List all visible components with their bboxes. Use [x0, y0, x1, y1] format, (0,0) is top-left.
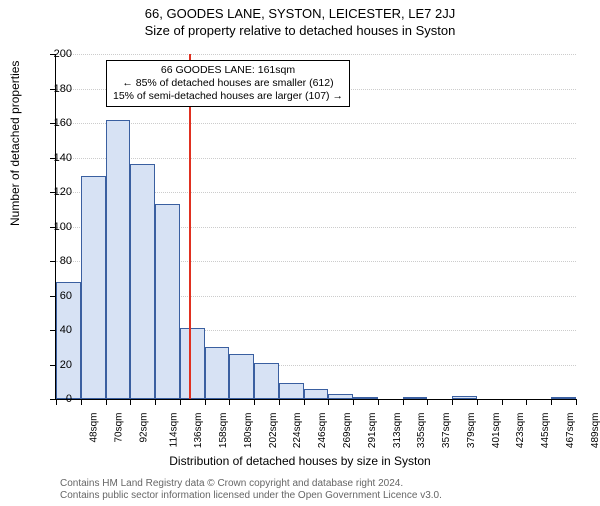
x-tick — [477, 399, 478, 405]
y-tick-label: 20 — [60, 359, 72, 371]
x-tick — [452, 399, 453, 405]
x-tick-label: 114sqm — [168, 413, 179, 448]
y-tick-label: 80 — [60, 255, 72, 267]
x-tick — [56, 399, 57, 405]
histogram-bar — [205, 347, 230, 399]
page-title-line2: Size of property relative to detached ho… — [0, 23, 600, 38]
footer-line1: Contains HM Land Registry data © Crown c… — [60, 478, 442, 490]
x-tick — [427, 399, 428, 405]
y-tick-label: 140 — [54, 152, 72, 164]
gridline — [56, 123, 576, 124]
y-tick-label: 60 — [60, 290, 72, 302]
x-tick — [378, 399, 379, 405]
y-tick — [50, 261, 56, 262]
histogram-bar — [106, 120, 131, 399]
x-tick — [304, 399, 305, 405]
x-tick-label: 224sqm — [293, 413, 304, 449]
gridline — [56, 54, 576, 55]
x-tick-label: 313sqm — [392, 413, 403, 449]
x-tick-label: 467sqm — [565, 413, 576, 449]
annotation-box: 66 GOODES LANE: 161sqm← 85% of detached … — [106, 60, 350, 107]
annotation-line1: 66 GOODES LANE: 161sqm — [113, 64, 343, 77]
x-tick-label: 70sqm — [114, 413, 125, 443]
x-tick-label: 246sqm — [317, 413, 328, 449]
x-tick — [254, 399, 255, 405]
x-tick — [130, 399, 131, 405]
histogram-bar — [353, 397, 378, 399]
x-tick-label: 202sqm — [268, 413, 279, 449]
histogram-bar — [304, 389, 329, 399]
x-tick-label: 180sqm — [243, 413, 254, 449]
x-tick — [526, 399, 527, 405]
y-tick-label: 180 — [54, 83, 72, 95]
histogram-bar — [229, 354, 254, 399]
x-tick-label: 136sqm — [194, 413, 205, 449]
x-tick-label: 401sqm — [491, 413, 502, 449]
x-axis-title: Distribution of detached houses by size … — [0, 454, 600, 468]
x-tick-label: 423sqm — [515, 413, 526, 449]
x-tick — [353, 399, 354, 405]
histogram-bar — [403, 397, 428, 399]
x-tick — [576, 399, 577, 405]
chart-plot-area: 66 GOODES LANE: 161sqm← 85% of detached … — [55, 54, 576, 400]
histogram-bar — [328, 394, 353, 399]
x-tick-label: 158sqm — [218, 413, 229, 449]
x-tick — [205, 399, 206, 405]
x-tick-label: 379sqm — [466, 413, 477, 449]
histogram-bar — [254, 363, 279, 399]
annotation-line2: ← 85% of detached houses are smaller (61… — [113, 77, 343, 90]
footer-line2: Contains public sector information licen… — [60, 490, 442, 502]
x-tick-label: 489sqm — [590, 413, 600, 449]
y-tick-label: 120 — [54, 186, 72, 198]
x-tick — [502, 399, 503, 405]
x-tick — [229, 399, 230, 405]
x-tick — [106, 399, 107, 405]
histogram-bar — [180, 328, 205, 399]
x-tick — [81, 399, 82, 405]
x-tick — [180, 399, 181, 405]
footer-attribution: Contains HM Land Registry data © Crown c… — [60, 478, 442, 502]
x-tick — [279, 399, 280, 405]
y-axis-title: Number of detached properties — [8, 61, 22, 226]
annotation-line3: 15% of semi-detached houses are larger (… — [113, 90, 343, 103]
y-tick-label: 160 — [54, 117, 72, 129]
x-tick — [155, 399, 156, 405]
x-tick-label: 92sqm — [138, 413, 149, 443]
gridline — [56, 158, 576, 159]
x-tick-label: 48sqm — [89, 413, 100, 443]
x-tick-label: 291sqm — [367, 413, 378, 449]
histogram-bar — [551, 397, 576, 399]
x-tick-label: 335sqm — [416, 413, 427, 449]
x-tick — [551, 399, 552, 405]
histogram-bar — [155, 204, 180, 399]
x-tick — [403, 399, 404, 405]
histogram-bar — [279, 383, 304, 399]
y-tick-label: 100 — [54, 221, 72, 233]
x-tick — [328, 399, 329, 405]
histogram-bar — [130, 164, 155, 399]
x-tick-label: 269sqm — [342, 413, 353, 449]
histogram-bar — [452, 396, 477, 399]
y-tick-label: 0 — [66, 393, 72, 405]
x-tick-label: 445sqm — [540, 413, 551, 449]
y-tick-label: 40 — [60, 324, 72, 336]
histogram-bar — [81, 176, 106, 399]
page-title-line1: 66, GOODES LANE, SYSTON, LEICESTER, LE7 … — [0, 6, 600, 21]
x-tick-label: 357sqm — [441, 413, 452, 449]
y-tick-label: 200 — [54, 48, 72, 60]
